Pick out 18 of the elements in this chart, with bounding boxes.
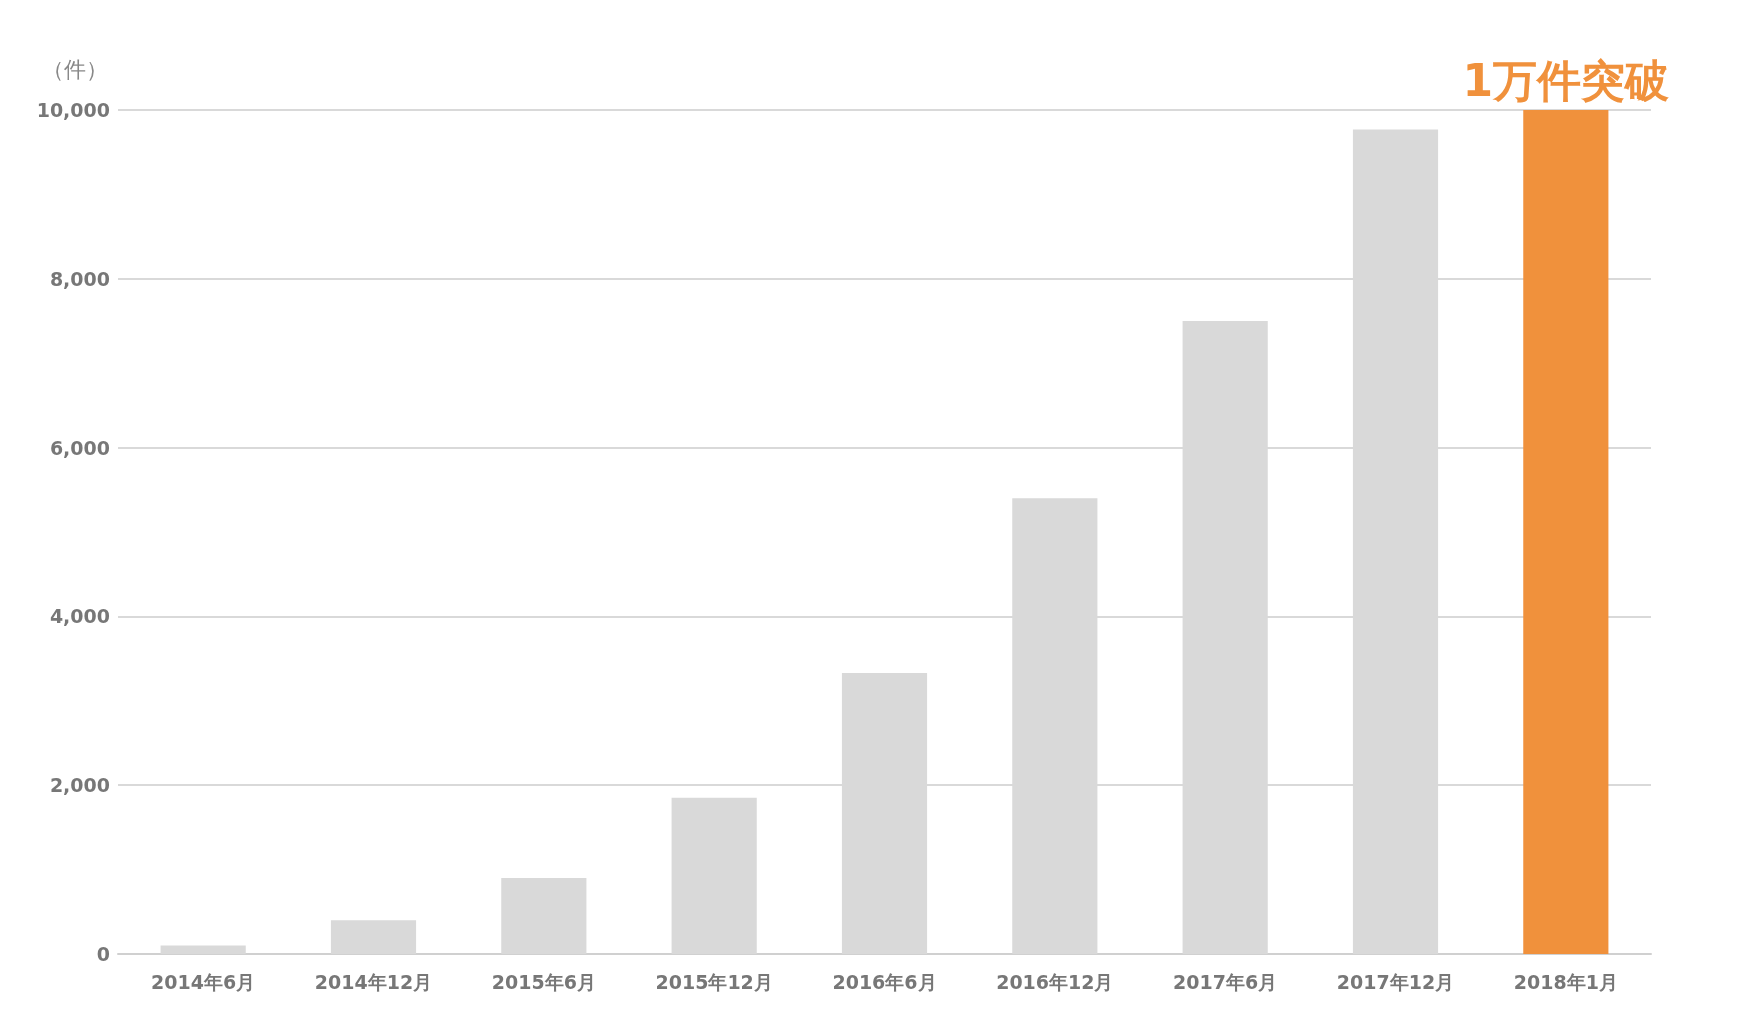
- x-tick-label: 2015年6月: [491, 970, 596, 993]
- y-tick-label: 6,000: [49, 436, 110, 459]
- y-tick-label: 10,000: [36, 99, 110, 121]
- x-tick-label: 2017年6月: [1173, 970, 1278, 993]
- y-tick-label: 4,000: [49, 605, 110, 628]
- y-tick-label: 0: [96, 943, 110, 965]
- x-tick-label: 2018年1月: [1513, 970, 1618, 993]
- annotation: 1万件突破: [1462, 54, 1670, 106]
- x-tick-label: 2015年12月: [655, 970, 773, 993]
- x-tick-label: 2014年6月: [151, 970, 256, 993]
- x-tick-label: 2014年12月: [314, 970, 433, 993]
- y-tick-label: 8,000: [49, 267, 110, 290]
- x-tick-label: 2017年12月: [1336, 970, 1455, 993]
- x-tick-label: 2016年6月: [832, 970, 937, 993]
- y-axis-title: （件）: [42, 56, 108, 82]
- bar: [1523, 110, 1609, 954]
- x-tick-label: 2016年12月: [996, 970, 1114, 993]
- y-tick-label: 2,000: [49, 774, 110, 797]
